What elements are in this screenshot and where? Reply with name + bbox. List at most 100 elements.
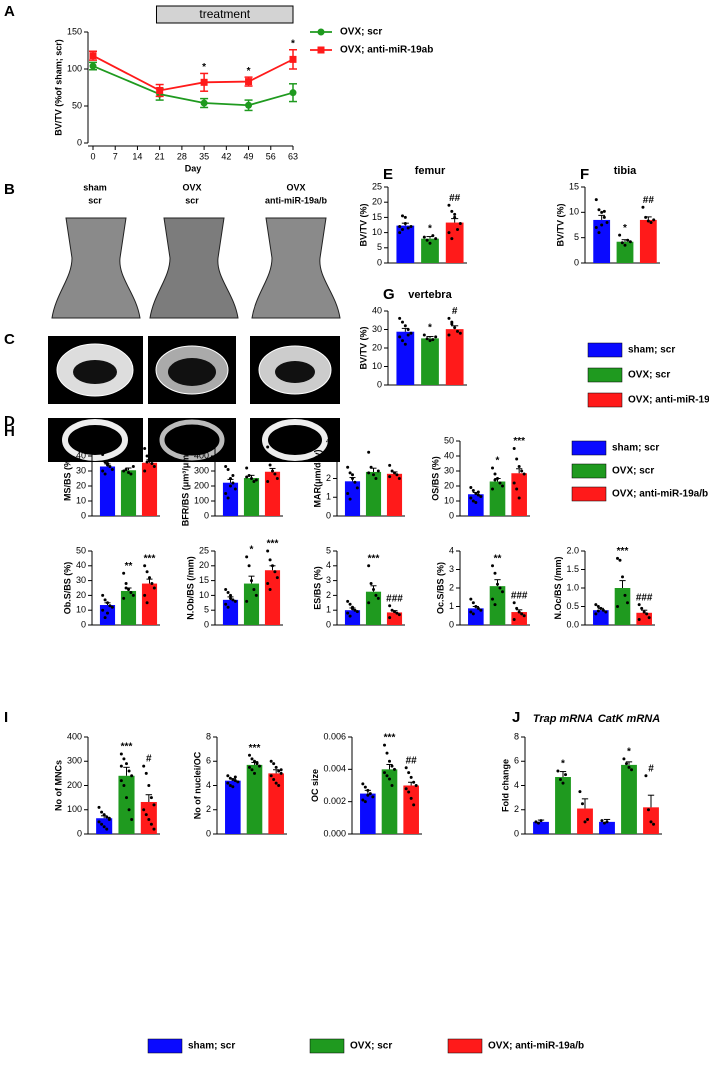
- y-tick-label: 10: [76, 605, 86, 615]
- data-point: [406, 328, 410, 331]
- data-point: [385, 751, 389, 755]
- data-point: [361, 782, 365, 786]
- y-tick-label: 4: [326, 435, 331, 445]
- data-point: [597, 231, 601, 235]
- y-tick-label: 100: [67, 63, 82, 73]
- data-point: [102, 813, 106, 817]
- data-point: [257, 764, 261, 768]
- image-column-label: OVX: [182, 182, 201, 192]
- data-point: [409, 775, 413, 779]
- data-point: [388, 475, 392, 479]
- data-point: [250, 477, 253, 480]
- data-point: [600, 223, 604, 227]
- bar: [445, 329, 464, 385]
- data-point: [348, 602, 352, 606]
- y-tick-label: 0: [514, 828, 519, 838]
- data-point: [277, 784, 281, 787]
- data-point: [252, 480, 256, 483]
- bar: [386, 473, 403, 516]
- data-point: [640, 606, 644, 610]
- data-point: [147, 817, 151, 821]
- data-point: [450, 322, 454, 326]
- significance: *: [627, 746, 631, 757]
- data-point: [346, 611, 350, 615]
- data-point: [390, 469, 394, 473]
- bar: [268, 773, 284, 834]
- y-tick-label: 0: [377, 257, 382, 267]
- data-point: [388, 777, 391, 781]
- marker: [289, 89, 297, 97]
- data-point: [491, 564, 495, 568]
- data-point: [474, 501, 478, 504]
- y-tick-label: 0: [77, 828, 82, 838]
- data-point: [148, 576, 151, 580]
- panel-letter: G: [383, 286, 395, 303]
- image-column-label: anti-miR-19a/b: [265, 195, 328, 205]
- data-point: [637, 617, 641, 621]
- data-point: [469, 496, 473, 500]
- data-point: [367, 564, 371, 568]
- data-point: [101, 453, 105, 456]
- significance: *: [250, 545, 254, 556]
- significance: *: [247, 66, 251, 77]
- data-point: [602, 209, 606, 213]
- data-point: [353, 608, 357, 612]
- data-point: [512, 601, 516, 605]
- y-tick-label: 10: [569, 207, 579, 217]
- y-tick-label: 0: [449, 510, 454, 520]
- data-point: [403, 215, 407, 219]
- data-point: [130, 817, 134, 821]
- y-tick-label: 0: [204, 619, 209, 629]
- data-point: [469, 610, 473, 614]
- data-point: [372, 473, 375, 477]
- significance: ***: [144, 553, 156, 564]
- data-point: [522, 614, 526, 618]
- bar: [120, 590, 137, 625]
- data-point: [645, 612, 649, 616]
- data-point: [122, 784, 126, 787]
- data-point: [536, 821, 540, 825]
- data-point: [517, 610, 521, 614]
- y-tick-label: 0: [206, 828, 211, 838]
- data-point: [594, 198, 598, 202]
- panel-letter: D: [4, 413, 15, 430]
- y-tick-label: 1: [326, 492, 331, 502]
- significance: ***: [513, 436, 525, 447]
- data-point: [275, 576, 279, 580]
- y-tick-label: 0: [77, 137, 82, 147]
- y-axis-label: OC size: [310, 769, 320, 802]
- data-point: [348, 614, 352, 618]
- data-point: [428, 339, 432, 343]
- data-point: [456, 228, 460, 232]
- data-point: [412, 803, 416, 807]
- data-point: [143, 469, 147, 473]
- data-point: [124, 468, 128, 471]
- data-point: [434, 335, 438, 339]
- y-tick-label: 10: [372, 361, 382, 371]
- y-tick-label: 2: [326, 590, 331, 600]
- data-point: [447, 333, 451, 337]
- data-point: [229, 596, 232, 600]
- marker: [245, 78, 253, 86]
- data-point: [397, 613, 401, 617]
- data-point: [450, 237, 454, 241]
- data-point: [122, 469, 126, 473]
- bar: [118, 775, 135, 834]
- y-tick-label: 200: [67, 780, 82, 790]
- bar: [511, 473, 527, 516]
- panel-letter: A: [4, 3, 15, 20]
- data-point: [400, 228, 404, 232]
- bar: [396, 331, 415, 385]
- data-point: [150, 462, 154, 465]
- data-point: [131, 465, 135, 468]
- data-point: [622, 757, 626, 761]
- data-point: [127, 587, 130, 591]
- data-point: [97, 820, 101, 824]
- panel-letter: J: [512, 709, 520, 726]
- data-point: [404, 787, 408, 791]
- data-point: [226, 496, 230, 500]
- data-point: [515, 457, 519, 461]
- x-tick-label: 42: [221, 151, 231, 161]
- data-point: [453, 212, 457, 216]
- data-point: [414, 784, 418, 787]
